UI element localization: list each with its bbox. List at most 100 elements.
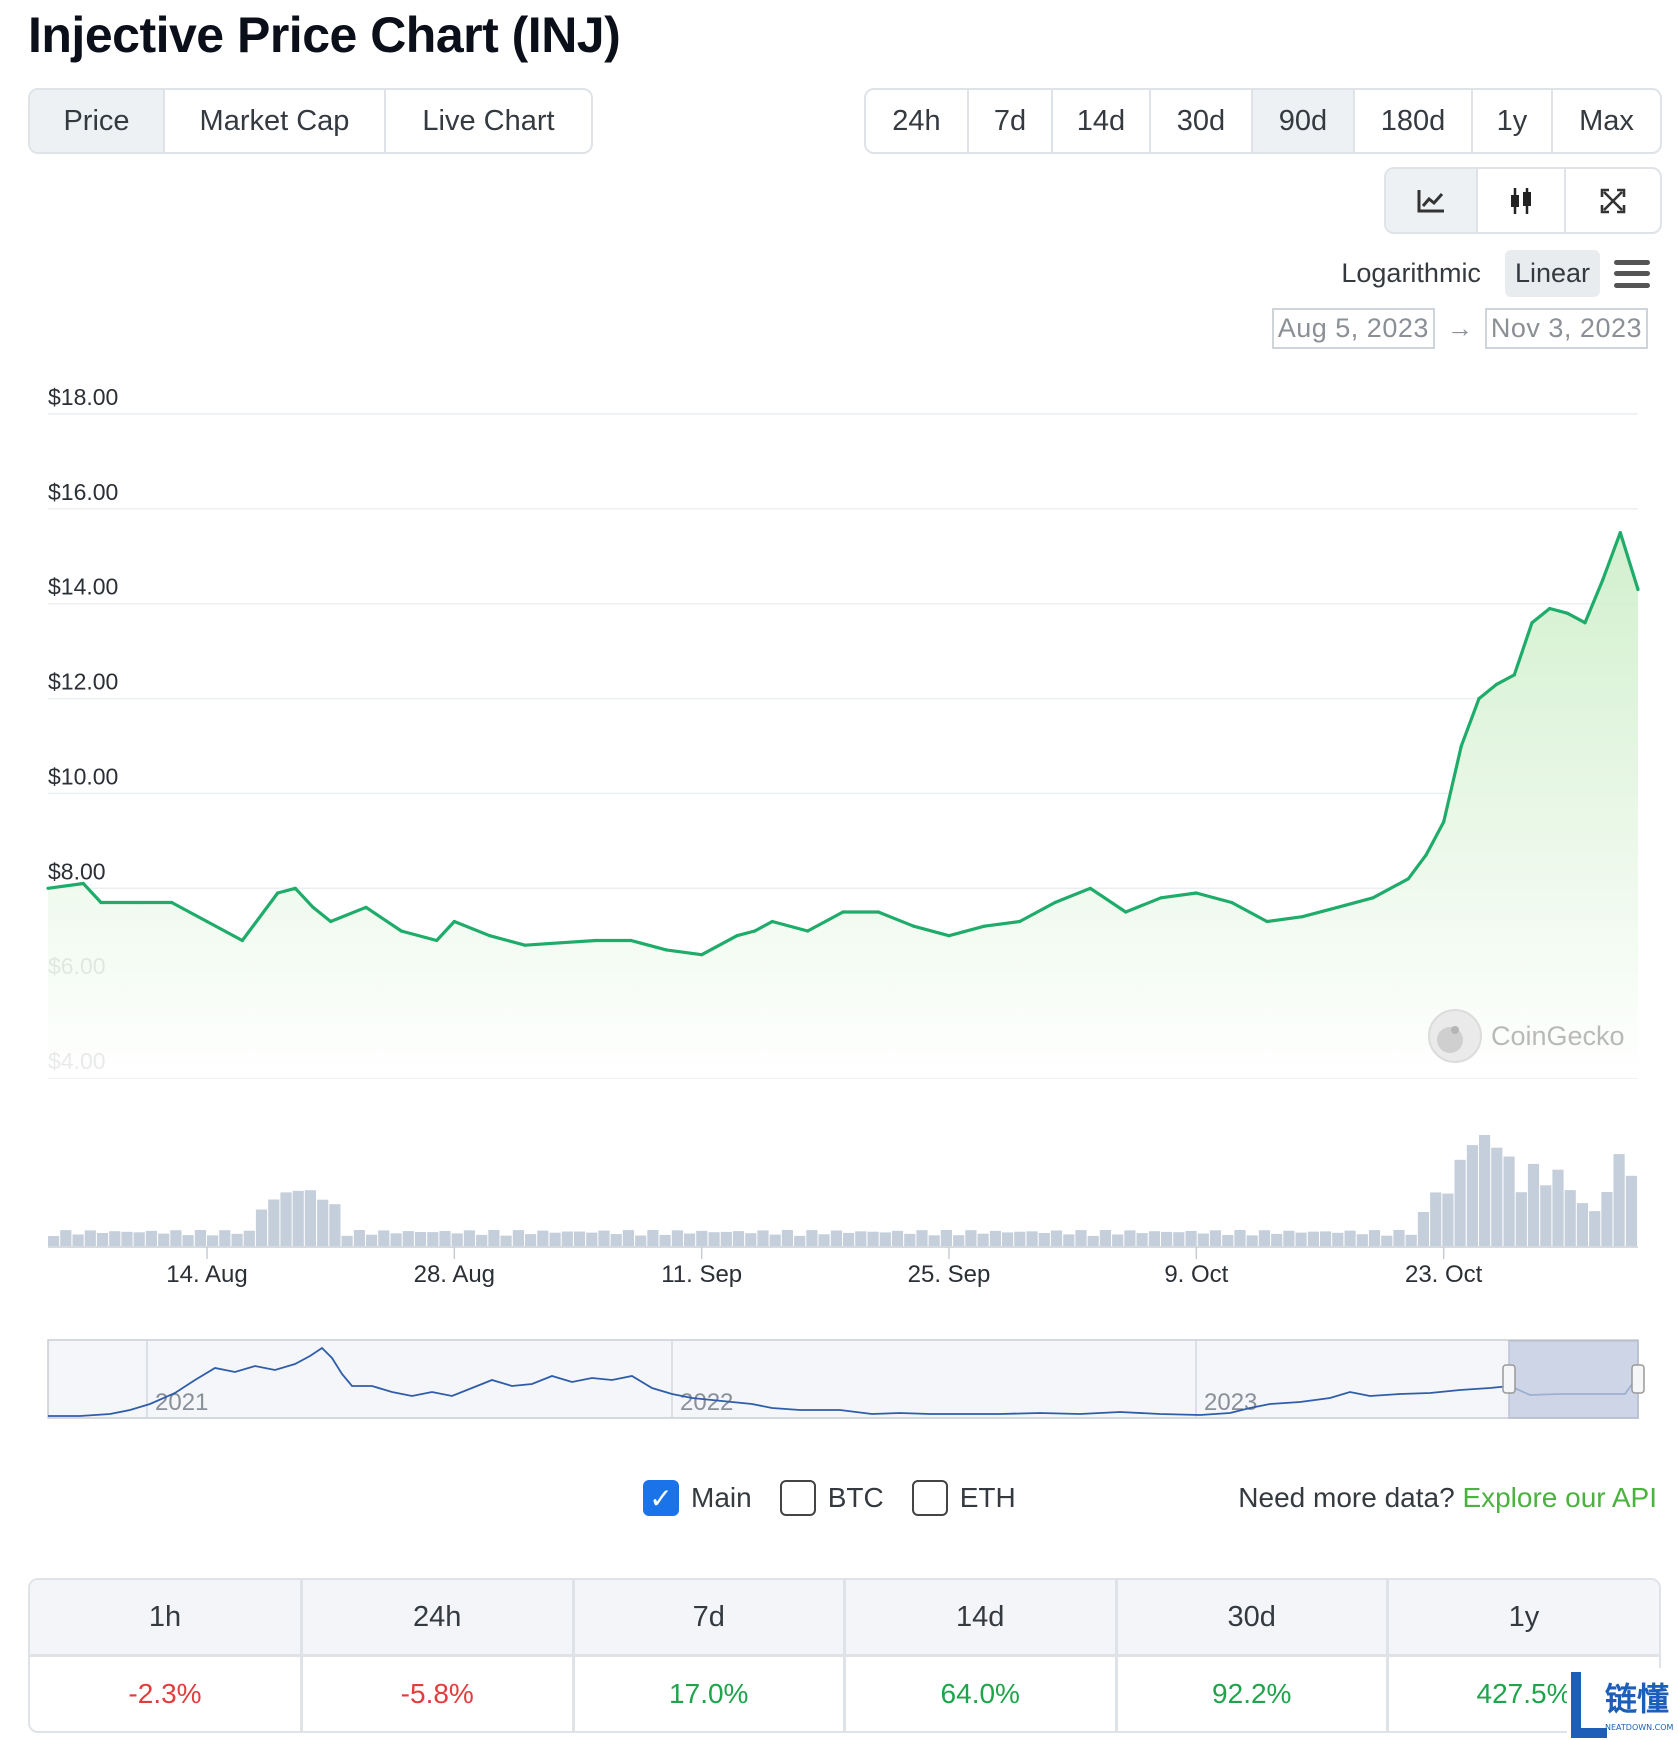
volume-bar <box>72 1234 84 1246</box>
volume-bar <box>622 1230 634 1246</box>
price-point <box>399 929 403 933</box>
price-point <box>629 938 633 943</box>
tab-price[interactable]: Price <box>30 90 165 152</box>
volume-bar <box>329 1204 341 1246</box>
checkbox-label: ETH <box>959 1482 1016 1513</box>
x-tick-label: 11. Sep <box>661 1261 742 1288</box>
navigator-handle-right[interactable] <box>1631 1364 1645 1394</box>
volume-bar <box>769 1234 781 1246</box>
volume-bar <box>194 1230 206 1246</box>
price-point <box>1194 891 1198 895</box>
volume-bar <box>561 1231 573 1246</box>
volume-bar <box>1564 1190 1576 1246</box>
price-point <box>1336 905 1340 909</box>
navigator[interactable]: 2021 2022 2023 <box>47 1339 1645 1419</box>
price-point <box>1512 673 1516 677</box>
range-max[interactable]: Max <box>1579 104 1634 137</box>
volume-bar <box>170 1230 182 1246</box>
eth-checkbox[interactable]: ETH <box>911 1480 1016 1516</box>
navigator-window[interactable] <box>1508 1340 1639 1419</box>
volume-bar <box>1368 1230 1381 1246</box>
volume-bar <box>1002 1232 1014 1246</box>
price-point <box>982 924 986 928</box>
logarithmic-option[interactable]: Logarithmic <box>1341 258 1481 288</box>
price-point <box>806 929 810 933</box>
range-90d[interactable]: 90d <box>1253 90 1355 152</box>
price-point <box>700 953 704 957</box>
volume-bar <box>598 1230 610 1246</box>
tab-live-chart[interactable]: Live Chart <box>422 104 555 137</box>
explore-api-link[interactable]: Explore our API <box>1462 1482 1657 1513</box>
candlestick-icon[interactable] <box>1478 169 1566 232</box>
volume-bar <box>843 1232 855 1246</box>
range-30d[interactable]: 30d <box>1151 90 1253 152</box>
volume-bar <box>830 1230 842 1246</box>
navigator-handle-left[interactable] <box>1502 1364 1516 1394</box>
volume-bar <box>1246 1235 1258 1246</box>
range-14d[interactable]: 14d <box>1053 90 1151 152</box>
price-chart[interactable]: $18.00$16.00$14.00$12.00$10.00$8.00$6.00… <box>0 0 1678 1450</box>
volume-bar <box>1552 1169 1564 1246</box>
y-tick-label: $18.00 <box>48 384 118 410</box>
range-24h[interactable]: 24h <box>866 90 969 152</box>
price-point <box>1124 910 1128 914</box>
volume-bar <box>476 1234 488 1246</box>
performance-table: 1h 24h 7d 14d 30d 1y -2.3% -5.8% 17.0% 6… <box>28 1578 1661 1733</box>
y-tick-label: $12.00 <box>48 669 118 695</box>
checkbox-box <box>911 1480 948 1516</box>
volume-bar <box>1576 1203 1588 1246</box>
range-1y[interactable]: 1y <box>1473 90 1553 152</box>
volume-bar <box>96 1233 109 1246</box>
view-tabs: Price Market Cap Live Chart <box>28 88 593 154</box>
range-180d[interactable]: 180d <box>1355 90 1473 152</box>
volume-bar <box>1197 1233 1209 1246</box>
volume-bar <box>549 1232 561 1246</box>
range-7d[interactable]: 7d <box>969 90 1053 152</box>
volume-bar <box>1050 1230 1063 1246</box>
volume-bar <box>427 1232 439 1246</box>
price-line <box>47 531 1640 957</box>
volume-bar <box>647 1230 659 1246</box>
main-checkbox[interactable]: ✓ Main <box>643 1480 752 1516</box>
volume-bar <box>1283 1230 1295 1246</box>
line-chart-icon[interactable] <box>1386 169 1478 232</box>
volume-bar <box>341 1235 353 1246</box>
price-point <box>1618 531 1622 535</box>
volume-bar <box>366 1234 378 1246</box>
volume-bar <box>1320 1231 1332 1246</box>
volume-bar <box>1491 1147 1503 1246</box>
volume-bar <box>818 1234 830 1246</box>
date-to-input[interactable]: Nov 3, 2023 <box>1484 308 1648 349</box>
volume-bar <box>904 1233 916 1246</box>
perf-header: 30d <box>1116 1580 1389 1657</box>
volume-bar <box>84 1230 96 1246</box>
volume-bar <box>635 1235 647 1246</box>
y-tick-label: $10.00 <box>48 763 118 789</box>
date-from-input[interactable]: Aug 5, 2023 <box>1271 308 1435 349</box>
price-point <box>1548 606 1552 611</box>
price-area <box>48 532 1638 1078</box>
volume-bar <box>745 1233 757 1246</box>
btc-checkbox[interactable]: BTC <box>779 1480 884 1516</box>
linear-option[interactable]: Linear <box>1504 250 1600 297</box>
perf-value: -2.3% <box>30 1655 303 1731</box>
price-point <box>1088 886 1092 890</box>
menu-icon[interactable] <box>1614 259 1650 288</box>
perf-value: 64.0% <box>844 1655 1118 1731</box>
volume-bar <box>977 1233 989 1246</box>
tab-market-cap[interactable]: Market Cap <box>165 90 386 152</box>
price-point <box>488 934 492 938</box>
price-point <box>753 929 757 933</box>
volume-bar <box>1209 1230 1222 1246</box>
volume-bar <box>280 1192 292 1246</box>
price-point <box>170 900 174 905</box>
volume-bar <box>573 1231 586 1246</box>
volume-bar <box>1173 1232 1185 1246</box>
volume-bar <box>1099 1230 1111 1246</box>
volume-bar <box>867 1231 879 1246</box>
volume-bar <box>1503 1156 1515 1246</box>
perf-header: 7d <box>573 1580 846 1657</box>
check-icon: ✓ <box>643 1480 679 1516</box>
expand-icon[interactable] <box>1566 169 1660 232</box>
volume-bar <box>1479 1135 1491 1246</box>
